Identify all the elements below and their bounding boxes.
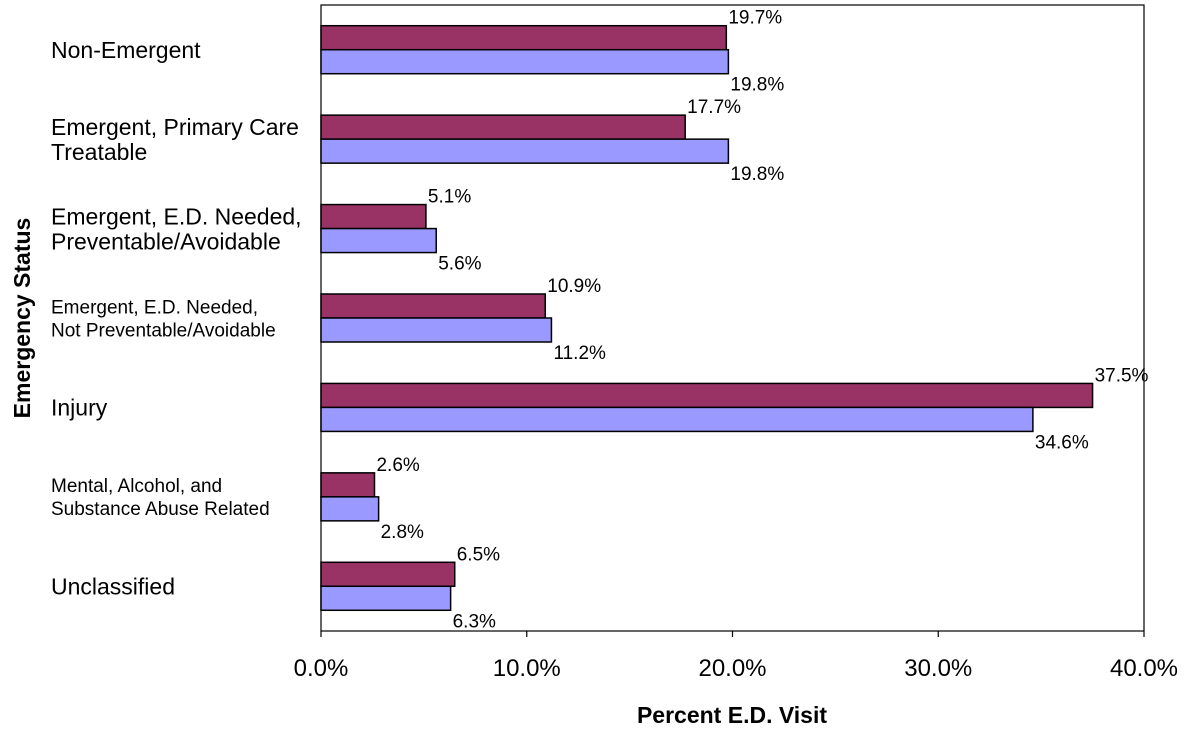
bar [320,317,553,343]
x-tick-label: 0.0% [294,655,349,682]
category-label: Unclassified [51,574,175,600]
bar [320,406,1034,433]
bar [320,203,427,230]
category-label: Emergent, Primary Care Treatable [51,114,299,165]
x-tick-label: 30.0% [904,655,972,682]
x-axis-title: Percent E.D. Visit [637,702,827,728]
data-label: 5.1% [428,187,471,208]
data-label: 5.6% [438,254,481,275]
data-label: 2.6% [376,455,419,476]
category-label: Non-Emergent [51,37,201,63]
x-tick-label: 20.0% [698,655,766,682]
data-label: 2.8% [381,522,424,543]
data-label: 6.3% [453,611,496,632]
data-label: 34.6% [1035,432,1089,453]
category-label: Mental, Alcohol, and Substance Abuse Rela… [51,476,270,520]
data-label: 10.9% [547,276,601,297]
bar [320,585,452,612]
bar [320,114,686,140]
bar [320,496,380,522]
bar [320,227,437,254]
y-axis-title: Emergency Status [9,218,35,419]
data-label: 17.7% [687,97,741,118]
bar [320,24,728,51]
category-label: Emergent, E.D. Needed, Not Preventable/Av… [51,297,276,341]
data-label: 6.5% [457,544,500,565]
data-label: 11.2% [553,343,606,364]
bar [320,48,730,75]
bar [320,561,456,588]
data-label: 19.8% [730,75,784,96]
x-tick-label: 10.0% [493,655,561,682]
bar [320,472,376,498]
bar [320,138,730,164]
x-tick-label: 40.0% [1110,655,1178,682]
bar [320,382,1094,409]
data-label: 19.7% [728,8,782,29]
bar [320,293,547,319]
data-label: 19.8% [730,164,784,185]
category-label: Injury [51,395,108,421]
data-label: 37.5% [1095,365,1149,386]
category-label: Emergent, E.D. Needed, Preventable/Avoida… [51,203,302,254]
